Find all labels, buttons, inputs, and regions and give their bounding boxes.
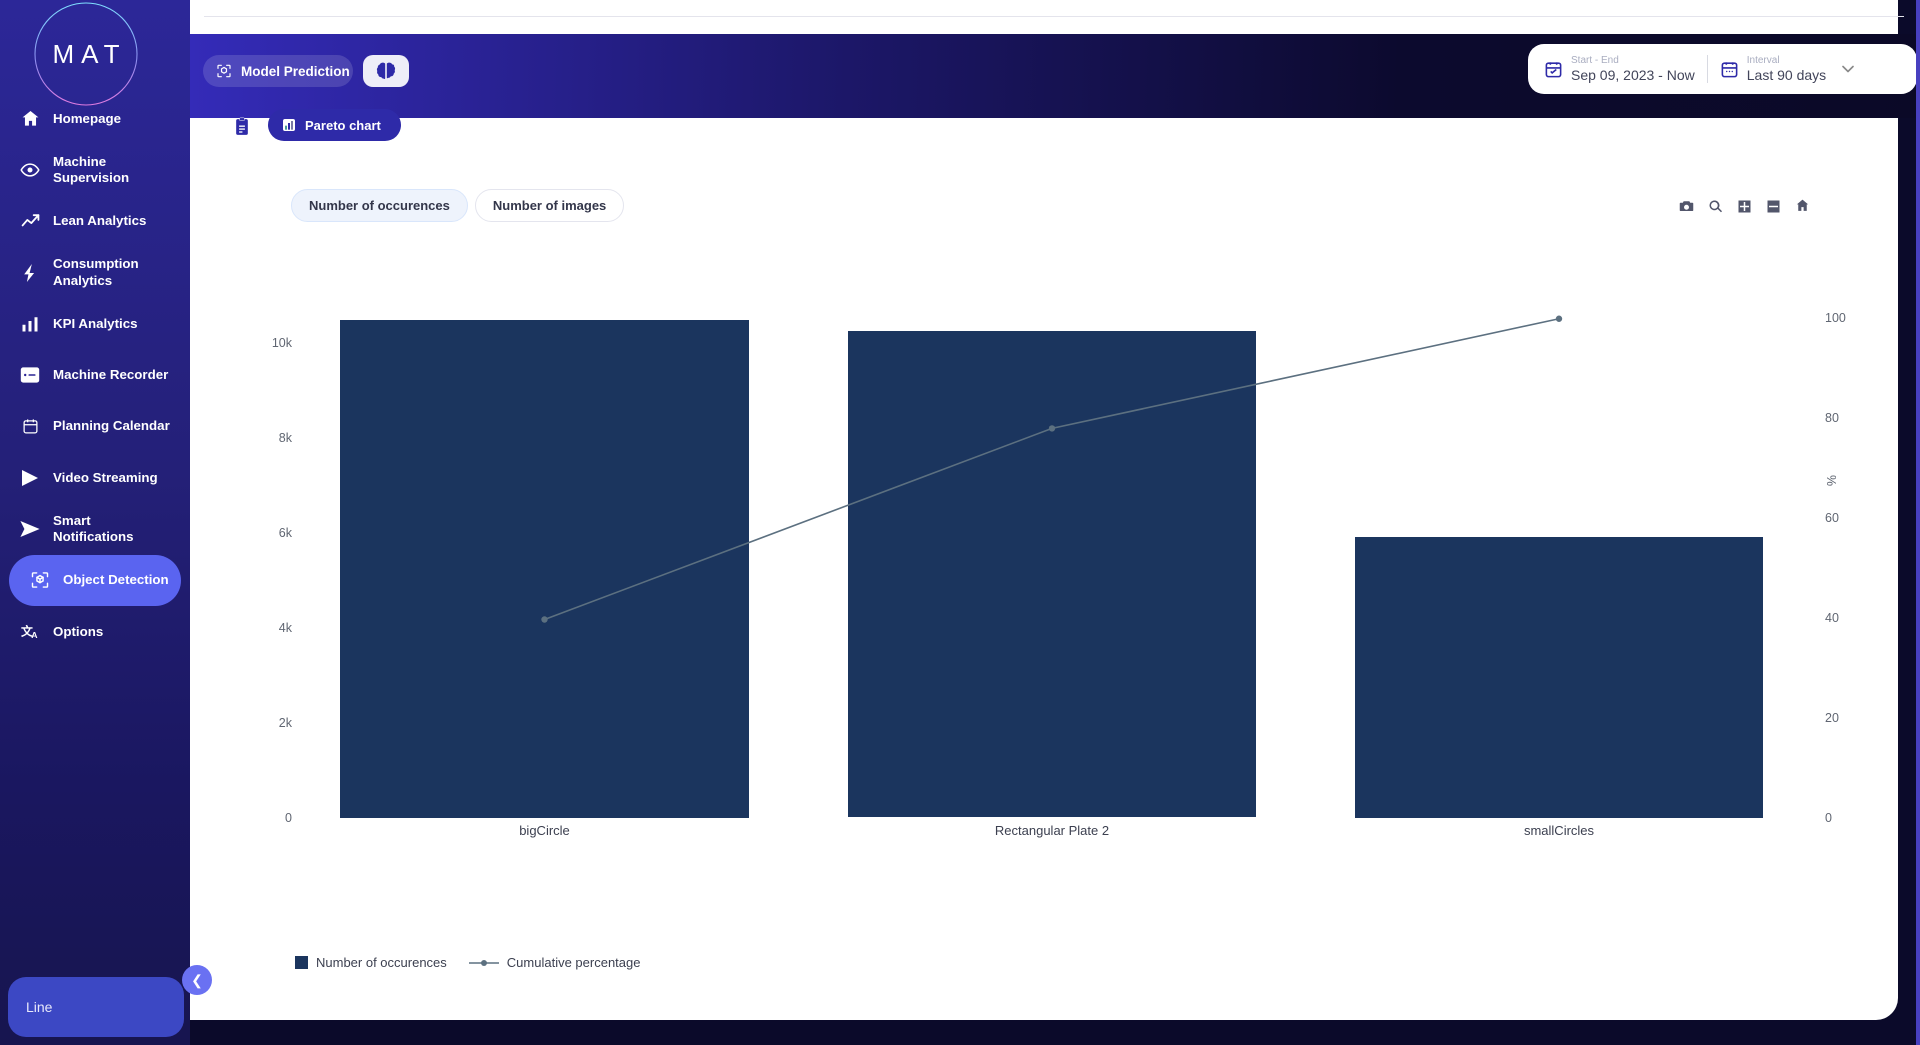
svg-text:A: A (31, 630, 38, 640)
